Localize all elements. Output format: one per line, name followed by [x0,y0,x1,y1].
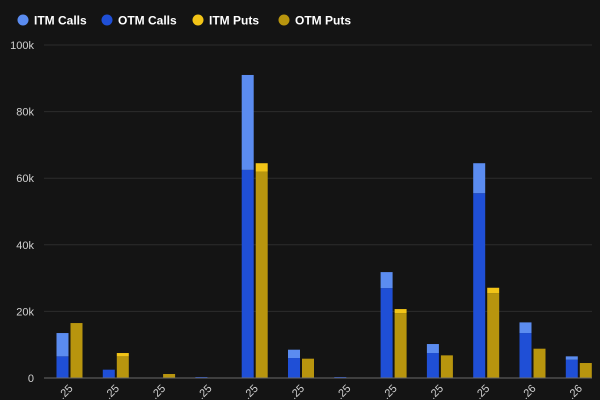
bar-otm-calls-8[interactable] [426,353,439,378]
x-tick-label: .25 [242,383,261,400]
legend-label-otm-calls: OTM Calls [118,14,177,28]
legend-item-otm-puts[interactable]: OTM Puts [278,14,352,28]
bar-otm-calls-5[interactable] [288,358,300,378]
bar-itm-calls-11[interactable] [565,356,578,360]
legend-item-itm-calls[interactable]: ITM Calls [17,14,88,28]
y-tick-label: 40k [16,240,34,252]
x-tick-label: .26 [519,383,538,400]
bar-otm-puts-4[interactable] [255,171,268,378]
y-tick-label: 100k [10,40,34,52]
x-tick-label: .25 [56,383,75,400]
y-axis: 0 20k 40k 60k 80k 100k [10,40,34,385]
bar-itm-calls-8[interactable] [426,344,439,354]
legend-item-itm-puts[interactable]: ITM Puts [192,14,260,28]
bar-itm-calls-9[interactable] [473,163,486,194]
legend-item-otm-calls[interactable]: OTM Calls [101,14,178,28]
legend: ITM Calls OTM Calls ITM Puts OTM Puts [17,14,352,28]
x-tick-label: .26 [566,383,585,400]
x-axis: .25 .25 .25 .25 .25 .25 .25 .25 .25 .25 .26 .26 [44,377,592,400]
bar-otm-puts-7[interactable] [394,313,407,378]
bar-otm-puts-5[interactable] [302,358,314,378]
x-tick-label: .25 [334,383,353,400]
bar-otm-calls-10[interactable] [519,333,532,378]
bar-itm-calls-0[interactable] [56,333,69,357]
bar-itm-calls-4[interactable] [241,74,254,170]
bar-otm-calls-9[interactable] [473,193,486,378]
bar-itm-puts-1[interactable] [116,353,129,357]
x-tick-label: .25 [380,383,399,400]
bar-otm-calls-7[interactable] [380,288,393,378]
legend-label-otm-puts: OTM Puts [295,14,351,28]
bar-itm-puts-9[interactable] [487,287,500,294]
bar-otm-puts-8[interactable] [440,355,453,378]
bar-otm-puts-2[interactable] [163,374,176,378]
bar-otm-puts-0[interactable] [70,323,83,378]
bars [56,74,592,378]
bar-otm-calls-11[interactable] [565,359,578,378]
bar-itm-puts-4[interactable] [255,163,268,172]
x-tick-label: .25 [473,383,492,400]
grid [44,44,592,312]
bar-otm-calls-4[interactable] [241,169,254,378]
y-tick-label: 60k [16,173,34,185]
x-tick-label: .25 [288,383,307,400]
bar-itm-calls-5[interactable] [288,349,300,359]
bar-otm-puts-10[interactable] [533,348,546,378]
y-tick-label: 20k [16,306,34,318]
x-tick-label: .25 [103,383,122,400]
legend-label-itm-calls: ITM Calls [34,14,87,28]
y-tick-label: 80k [16,107,34,119]
x-tick-label: .25 [149,383,168,400]
legend-swatch-otm-puts [278,14,290,26]
legend-swatch-otm-calls [101,14,113,26]
x-tick-label: .25 [427,383,446,400]
bar-itm-calls-7[interactable] [380,272,393,289]
y-tick-label: 0 [28,373,34,385]
x-tick-label: .25 [195,383,214,400]
bar-otm-calls-1[interactable] [102,369,115,378]
bar-otm-puts-9[interactable] [487,293,500,378]
bar-itm-puts-7[interactable] [394,309,407,314]
bar-itm-calls-10[interactable] [519,322,532,334]
legend-label-itm-puts: ITM Puts [209,14,259,28]
legend-swatch-itm-puts [192,14,204,26]
bar-otm-puts-1[interactable] [116,356,129,378]
bar-otm-calls-0[interactable] [56,356,69,378]
legend-swatch-itm-calls [17,14,29,26]
bar-otm-puts-11[interactable] [579,363,592,378]
